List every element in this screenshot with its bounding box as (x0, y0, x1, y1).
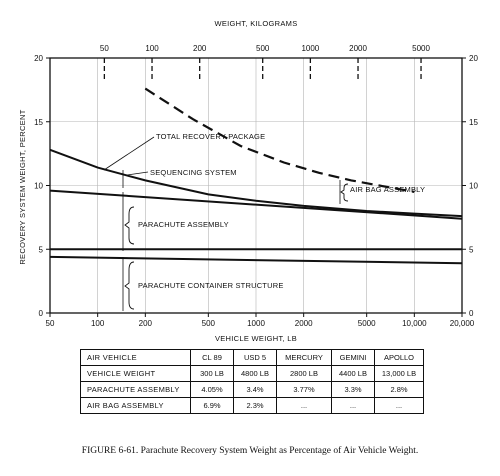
table-cell: 4800 LB (233, 365, 277, 382)
top-tick-label: 50 (100, 44, 109, 53)
table-cell: 3.3% (331, 381, 375, 398)
table-cell: 2.3% (233, 397, 277, 414)
series-parachute-assembly-top-line (49, 189, 463, 220)
x-tick-label: 2000 (295, 319, 313, 328)
series-container-bottom-line (49, 255, 463, 265)
table-row: PARACHUTE ASSEMBLY 4.05% 3.4% 3.77% 3.3%… (80, 381, 424, 398)
y-tick-label-right: 10 (469, 182, 478, 191)
table-cell: APOLLO (374, 349, 424, 366)
leader-total-recovery-package (103, 136, 155, 171)
row-label: AIR VEHICLE (80, 349, 191, 366)
y-tick-label: 20 (34, 54, 43, 63)
x-tick-label: 100 (91, 319, 105, 328)
annotation-total-recovery-package: TOTAL RECOVERY PACKAGE (156, 132, 265, 141)
x-tick-label: 20,000 (450, 319, 475, 328)
x-axis-label: VEHICLE WEIGHT, LB (215, 334, 297, 343)
figure-caption: FIGURE 6-61. Parachute Recovery System W… (81, 446, 419, 456)
table-cell: 3.77% (276, 381, 332, 398)
table-cell: 300 LB (190, 365, 234, 382)
table-cell: USD 5 (233, 349, 277, 366)
table-row: VEHICLE WEIGHT 300 LB 4800 LB 2800 LB 44… (80, 365, 424, 382)
annotation-sequencing-system: SEQUENCING SYSTEM (150, 168, 237, 177)
annotation-parachute-container-structure: PARACHUTE CONTAINER STRUCTURE (138, 281, 284, 290)
x-tick-label: 10,000 (402, 319, 427, 328)
y-tick-label: 5 (39, 245, 44, 254)
top-tick-label: 100 (145, 44, 159, 53)
bracket-parachute-assembly (124, 206, 135, 245)
table-cell: 4400 LB (331, 365, 375, 382)
top-tick-label: 1000 (301, 44, 319, 53)
y-tick-label: 0 (39, 309, 44, 318)
table-cell: 2800 LB (276, 365, 332, 382)
table-cell: 6.9% (190, 397, 234, 414)
row-label: VEHICLE WEIGHT (80, 365, 191, 382)
y-tick-label: 10 (34, 182, 43, 191)
x-tick-label: 200 (139, 319, 153, 328)
top-tick-label: 2000 (349, 44, 367, 53)
table-cell: GEMINI (331, 349, 375, 366)
annotation-air-bag-assembly: AIR BAG ASSEMBLY (350, 185, 425, 194)
leader-sequencing-system (126, 171, 149, 176)
table-cell: MERCURY (276, 349, 332, 366)
table-cell: 13,000 LB (374, 365, 424, 382)
annotation-parachute-assembly: PARACHUTE ASSEMBLY (138, 220, 229, 229)
y-tick-label-right: 20 (469, 54, 478, 63)
table-cell: ... (331, 397, 375, 414)
table-cell: ... (276, 397, 332, 414)
series-total-recovery-package-line (49, 148, 463, 218)
table-cell: 4.05% (190, 381, 234, 398)
y-tick-label-right: 0 (469, 309, 474, 318)
series-air-bag-dashed-line (144, 87, 415, 193)
row-label: AIR BAG ASSEMBLY (80, 397, 191, 414)
table-cell: CL 89 (190, 349, 234, 366)
table-cell: ... (374, 397, 424, 414)
top-tick-label: 5000 (412, 44, 430, 53)
y-tick-label-right: 5 (469, 245, 474, 254)
table-cell: 2.8% (374, 381, 424, 398)
row-label: PARACHUTE ASSEMBLY (80, 381, 191, 398)
table-cell: 3.4% (233, 381, 277, 398)
bracket-air-bag-assembly (340, 183, 349, 202)
data-table: AIR VEHICLE CL 89 USD 5 MERCURY GEMINI A… (80, 349, 424, 414)
x-tick-label: 5000 (358, 319, 376, 328)
table-row: AIR VEHICLE CL 89 USD 5 MERCURY GEMINI A… (80, 349, 424, 366)
y-tick-label: 15 (34, 118, 43, 127)
y-axis-label: RECOVERY SYSTEM WEIGHT, PERCENT (18, 109, 27, 264)
chart: WEIGHT, KILOGRAMS RECOVERY SYSTEM WEIGHT… (18, 19, 478, 343)
top-tick-label: 200 (193, 44, 207, 53)
top-tick-label: 500 (256, 44, 270, 53)
top-axis-label: WEIGHT, KILOGRAMS (214, 19, 297, 28)
annotations: TOTAL RECOVERY PACKAGE SEQUENCING SYSTEM… (103, 132, 425, 311)
bracket-parachute-container (124, 261, 135, 310)
x-tick-label: 50 (46, 319, 55, 328)
x-tick-label: 1000 (247, 319, 265, 328)
y-tick-label-right: 15 (469, 118, 478, 127)
x-tick-label: 500 (202, 319, 216, 328)
table-row: AIR BAG ASSEMBLY 6.9% 2.3% ... ... ... (80, 397, 424, 414)
